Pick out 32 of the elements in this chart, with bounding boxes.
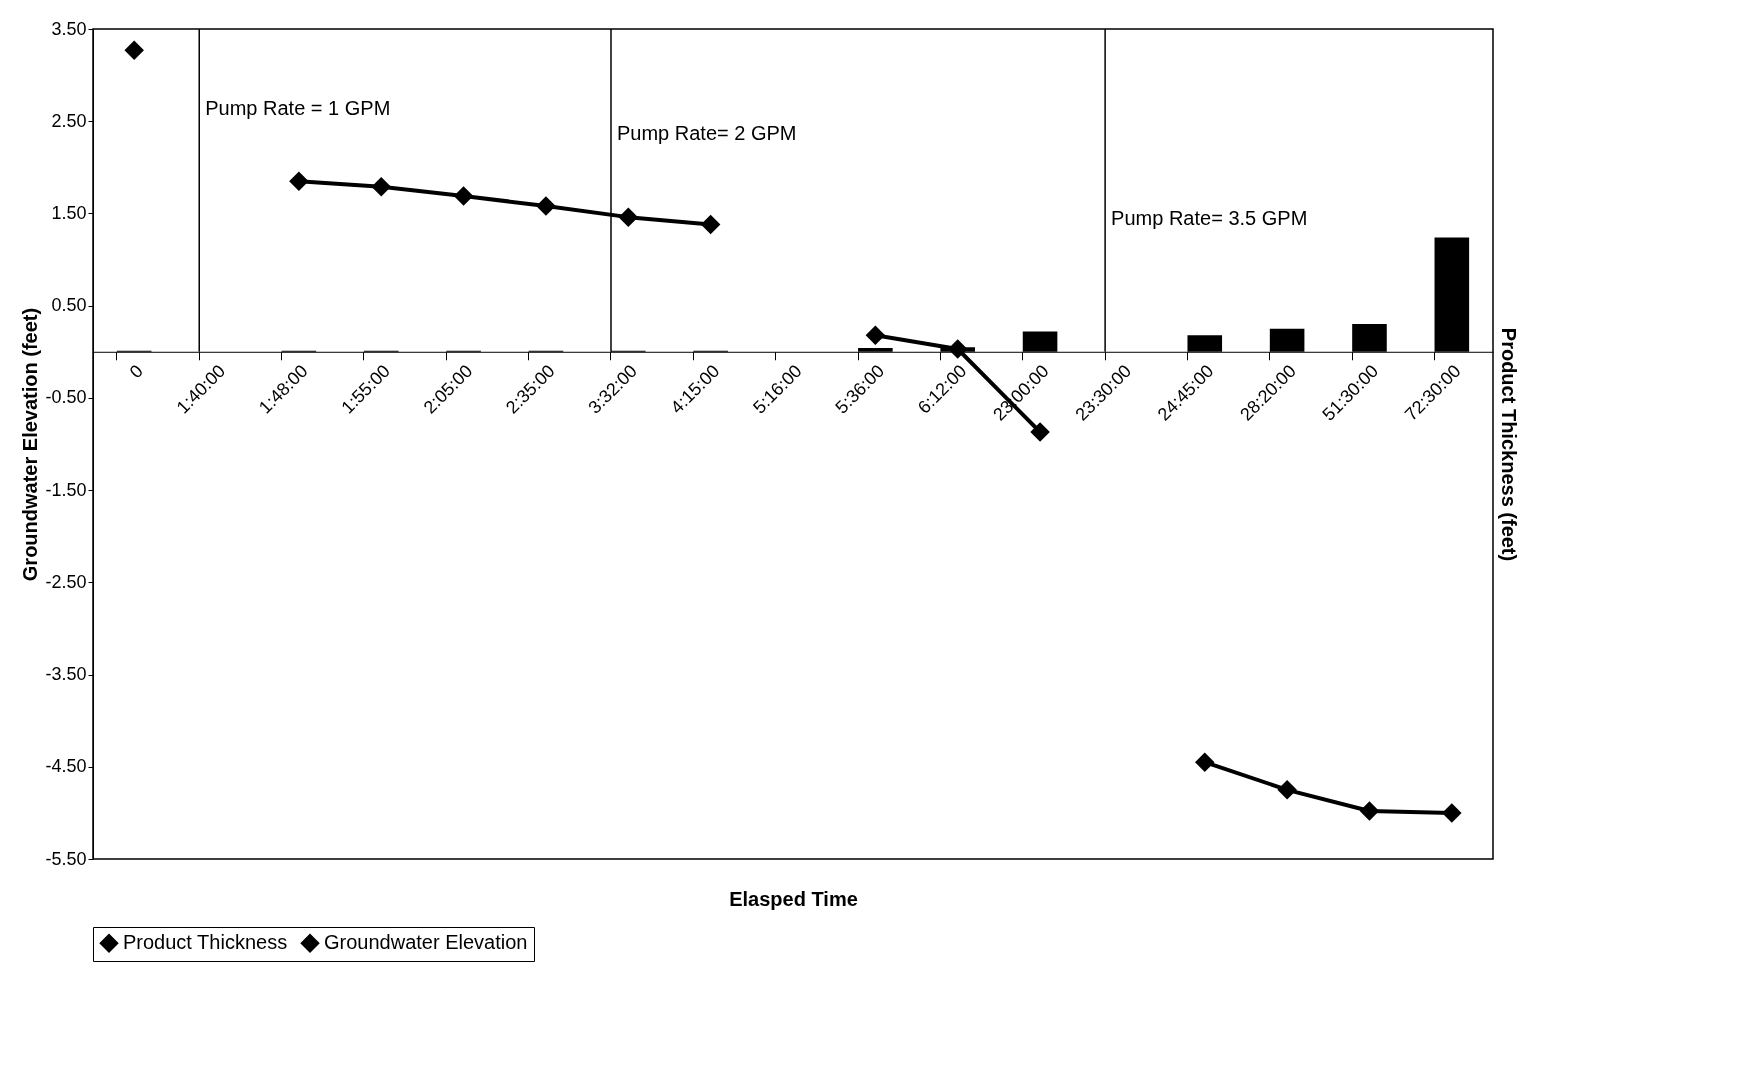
- point: [1442, 803, 1462, 823]
- y-tick-label: -2.50: [45, 571, 87, 592]
- point: [124, 40, 144, 60]
- ref-line-label: Pump Rate= 2 GPM: [617, 122, 797, 144]
- y-axis-title: Groundwater Elevation (feet): [19, 307, 42, 582]
- y2-axis-title: Product Thickness (feet): [1497, 327, 1520, 562]
- point: [289, 171, 309, 191]
- point: [453, 186, 474, 206]
- point: [1030, 422, 1050, 442]
- point: [1195, 752, 1215, 772]
- point: [618, 207, 639, 227]
- y-tick-label: -1.50: [45, 479, 87, 500]
- x-tick-label: 0: [125, 360, 147, 383]
- y-tick-label: -4.50: [45, 756, 87, 777]
- point: [371, 176, 391, 197]
- point: [865, 325, 886, 345]
- point: [1359, 801, 1380, 821]
- ref-line-label: Pump Rate = 1 GPM: [205, 97, 391, 119]
- ref-line-label: Pump Rate= 3.5 GPM: [1111, 207, 1308, 229]
- point: [700, 214, 721, 235]
- y-tick-label: 1.50: [51, 202, 87, 223]
- x-axis-title: Elasped Time: [729, 887, 858, 910]
- y-tick-label: -3.50: [45, 664, 87, 685]
- y-tick-label: 3.50: [51, 18, 87, 39]
- legend-label: Groundwater Elevation: [324, 931, 528, 954]
- y-tick-label: -0.50: [45, 387, 87, 408]
- y-tick-label: -5.50: [45, 848, 87, 869]
- point: [1277, 780, 1297, 800]
- legend-label: Product Thickness: [123, 931, 288, 954]
- y-tick-label: 2.50: [51, 110, 87, 131]
- y-tick-label: 0.50: [51, 295, 87, 316]
- point: [536, 196, 556, 216]
